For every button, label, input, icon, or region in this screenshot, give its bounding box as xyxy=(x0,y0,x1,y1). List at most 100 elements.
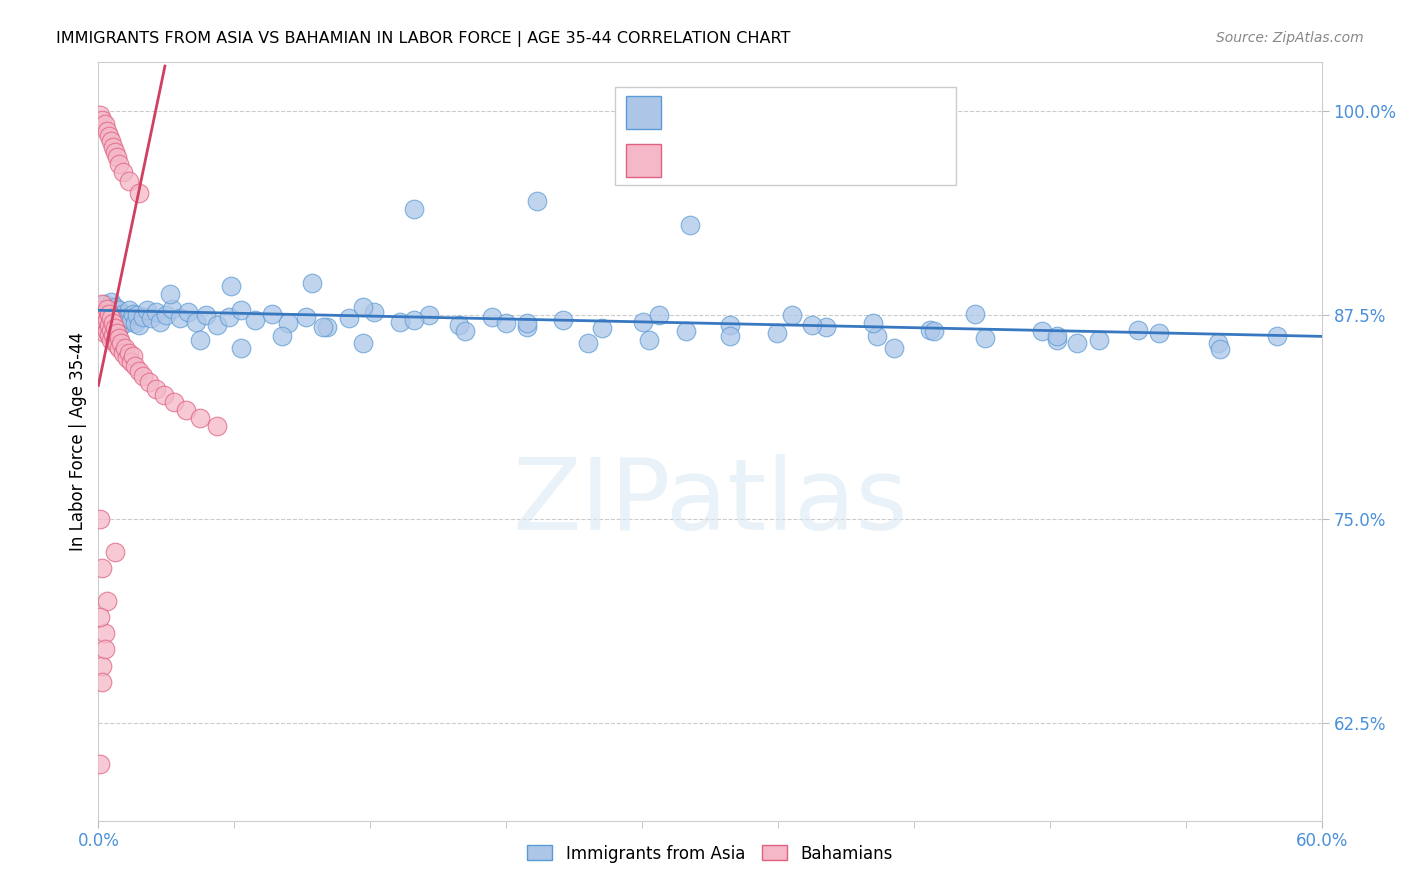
Point xyxy=(780,308,803,322)
Point xyxy=(100,323,122,337)
Point xyxy=(454,325,477,339)
Point xyxy=(122,307,145,321)
Point xyxy=(1045,333,1069,347)
Point xyxy=(495,316,517,330)
Point xyxy=(114,316,136,330)
Point xyxy=(91,308,114,322)
Point xyxy=(89,316,111,330)
Point xyxy=(591,321,613,335)
Point xyxy=(120,313,142,327)
Point xyxy=(100,333,122,347)
Point xyxy=(105,327,128,342)
Point xyxy=(449,318,471,332)
FancyBboxPatch shape xyxy=(626,96,661,128)
Point xyxy=(89,610,111,624)
Point xyxy=(97,128,120,143)
Point xyxy=(93,316,115,330)
Point xyxy=(96,301,118,316)
Point xyxy=(124,316,146,330)
Point xyxy=(315,319,337,334)
Point xyxy=(127,308,149,322)
Point xyxy=(766,326,789,340)
Point xyxy=(155,308,177,322)
Point xyxy=(93,316,115,330)
Point xyxy=(219,278,242,293)
Point xyxy=(91,112,114,127)
Point xyxy=(101,327,124,342)
Point xyxy=(101,323,124,337)
Point xyxy=(118,174,141,188)
Point xyxy=(177,305,200,319)
Point xyxy=(188,333,212,347)
Point xyxy=(104,321,127,335)
Point xyxy=(352,300,374,314)
Point xyxy=(110,335,132,350)
Point xyxy=(124,359,146,373)
Point xyxy=(105,310,128,324)
Point xyxy=(89,512,111,526)
Point xyxy=(169,311,191,326)
Point xyxy=(93,117,115,131)
Point xyxy=(93,297,115,311)
Point xyxy=(163,394,186,409)
Point xyxy=(132,310,155,324)
Point xyxy=(404,313,426,327)
Point xyxy=(96,593,118,607)
Point xyxy=(159,287,181,301)
Point xyxy=(101,305,124,319)
Point xyxy=(118,303,141,318)
Point xyxy=(195,308,218,322)
Point xyxy=(132,368,155,383)
Text: 59: 59 xyxy=(872,152,894,169)
Point xyxy=(418,308,440,322)
Point xyxy=(93,307,115,321)
Point xyxy=(91,561,114,575)
Point xyxy=(93,642,115,657)
Point xyxy=(301,276,323,290)
Point xyxy=(118,345,141,359)
Point xyxy=(96,325,118,339)
Point xyxy=(108,303,131,318)
Point xyxy=(104,544,127,558)
Point xyxy=(108,321,131,335)
Point xyxy=(105,150,128,164)
Point xyxy=(352,335,374,350)
Point xyxy=(104,300,127,314)
Point xyxy=(136,303,159,318)
Point xyxy=(89,756,111,771)
Point xyxy=(1045,329,1069,343)
Point xyxy=(115,310,138,324)
Point xyxy=(218,310,240,324)
Point xyxy=(205,419,228,434)
Point xyxy=(120,355,142,369)
Point xyxy=(481,310,503,324)
Text: 0.456: 0.456 xyxy=(724,152,776,169)
Point xyxy=(96,313,118,327)
Point xyxy=(1209,343,1232,357)
Point xyxy=(526,194,548,208)
Point xyxy=(675,325,697,339)
Point xyxy=(1088,333,1111,347)
Point xyxy=(160,301,183,316)
Point xyxy=(576,335,599,350)
Point xyxy=(104,315,127,329)
Point xyxy=(97,325,120,339)
Point xyxy=(111,307,134,321)
Legend: Immigrants from Asia, Bahamians: Immigrants from Asia, Bahamians xyxy=(520,838,900,869)
Point xyxy=(100,134,122,148)
Point xyxy=(648,308,671,322)
Point xyxy=(96,124,118,138)
Point xyxy=(141,311,163,326)
Point xyxy=(1206,335,1229,350)
Point xyxy=(97,318,120,332)
Point xyxy=(138,375,160,389)
Point xyxy=(104,145,127,160)
Text: N =: N = xyxy=(823,103,859,121)
Point xyxy=(111,345,134,359)
Point xyxy=(145,382,167,396)
Point xyxy=(108,331,131,345)
Text: Source: ZipAtlas.com: Source: ZipAtlas.com xyxy=(1216,31,1364,45)
Point xyxy=(89,303,111,318)
Text: -0.139: -0.139 xyxy=(724,103,783,121)
Point xyxy=(205,318,228,332)
